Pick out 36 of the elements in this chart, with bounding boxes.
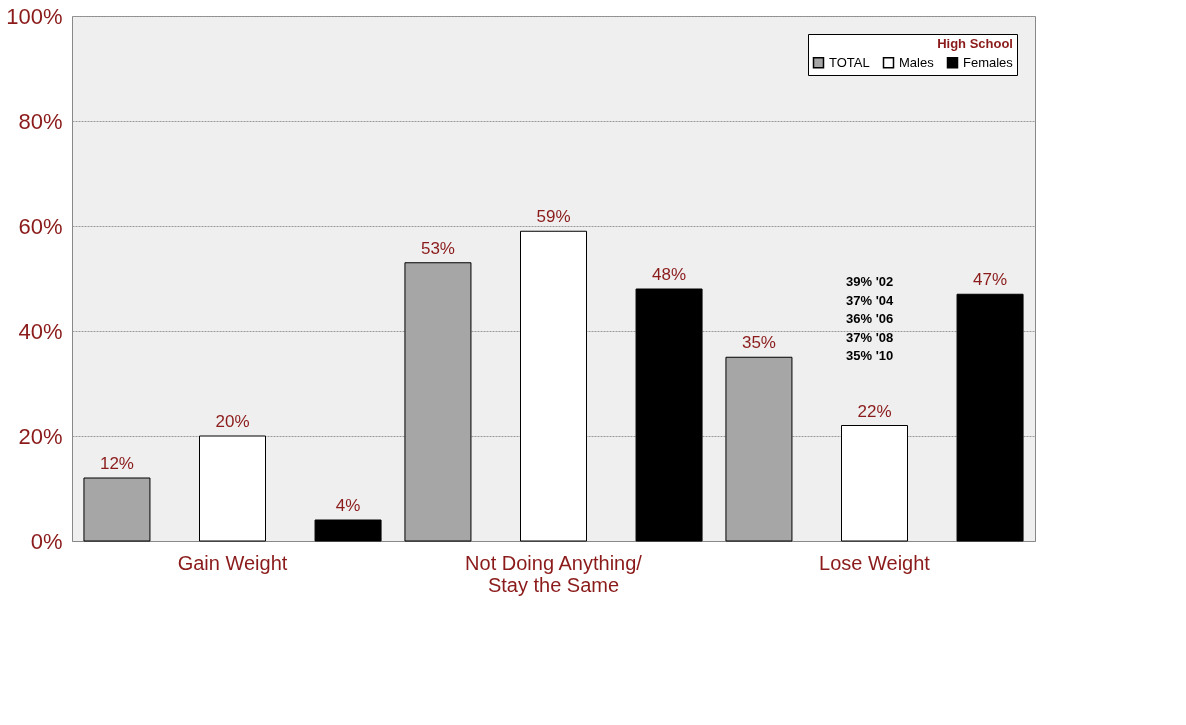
bar <box>841 425 908 542</box>
y-tick-label: 40% <box>18 318 63 344</box>
bar <box>314 519 382 542</box>
bar <box>956 293 1024 542</box>
text: 47% <box>973 270 1008 290</box>
text: 4% <box>335 496 361 515</box>
annotation: 36% '06 <box>846 311 894 327</box>
annotation: 35% '10 <box>846 348 894 364</box>
bar <box>83 477 151 542</box>
bar <box>404 262 472 542</box>
y-tick-label: 20% <box>18 423 63 449</box>
text: 53% <box>420 238 455 258</box>
text: 35% <box>741 333 776 353</box>
bar <box>725 356 793 542</box>
bar <box>520 230 587 542</box>
legend-label: Females <box>963 54 1014 70</box>
bar <box>199 435 266 542</box>
x-tick-label: Gain Weight <box>177 551 288 574</box>
y-tick-label: 60% <box>18 213 63 239</box>
y-tick-label: 80% <box>18 108 63 134</box>
legend-label: TOTAL <box>829 54 870 70</box>
legend-label: Males <box>899 54 935 70</box>
text: 59% <box>536 207 571 227</box>
annotation: 37% '08 <box>846 329 894 345</box>
annotation: 39% '02 <box>846 274 894 289</box>
annotation: 37% '04 <box>846 292 894 308</box>
x-tick-label: Lose Weight <box>819 551 931 574</box>
text: 48% <box>652 265 687 284</box>
y-tick-label: 0% <box>30 528 63 554</box>
text: 22% <box>857 401 892 421</box>
legend-title: High School <box>937 36 1013 51</box>
text: 12% <box>99 454 134 473</box>
y-tick-label: 100% <box>6 3 63 29</box>
text: 20% <box>215 412 250 431</box>
bar <box>635 288 703 542</box>
x-tick-label: Not Doing Anything/ Stay the Same <box>465 551 643 596</box>
